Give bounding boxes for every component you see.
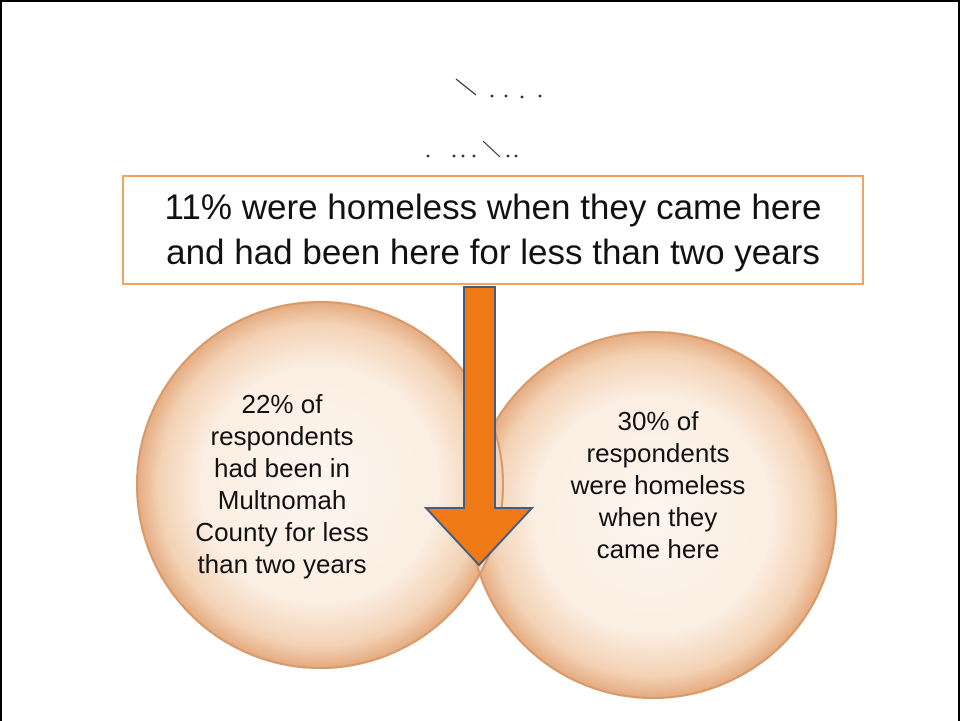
left-line-4: Multnomah [217,485,347,515]
left-line-6: than two years [197,549,367,579]
left-line-1: 22% of [241,389,323,419]
left-line-2: respondents [210,421,354,451]
callout-text: 11% were homeless when they came here an… [165,185,822,275]
callout-box: 11% were homeless when they came here an… [122,175,864,285]
right-line-3: were homeless [570,470,746,500]
right-line-4: when they [598,502,718,532]
right-line-2: respondents [586,438,730,468]
callout-line-1: 11% were homeless when they came here [164,188,822,227]
right-line-1: 30% of [617,406,699,436]
left-line-3: had been in [214,453,350,483]
right-circle-label: 30% of respondents were homeless when th… [536,405,780,565]
callout-line-2: and had been here for less than two year… [166,233,820,272]
left-circle-label: 22% of respondents had been in Multnomah… [192,388,372,580]
decorative-strokes [426,78,542,158]
down-arrow-icon [423,286,535,567]
left-line-5: County for less [195,517,369,547]
right-line-5: came here [596,534,720,564]
